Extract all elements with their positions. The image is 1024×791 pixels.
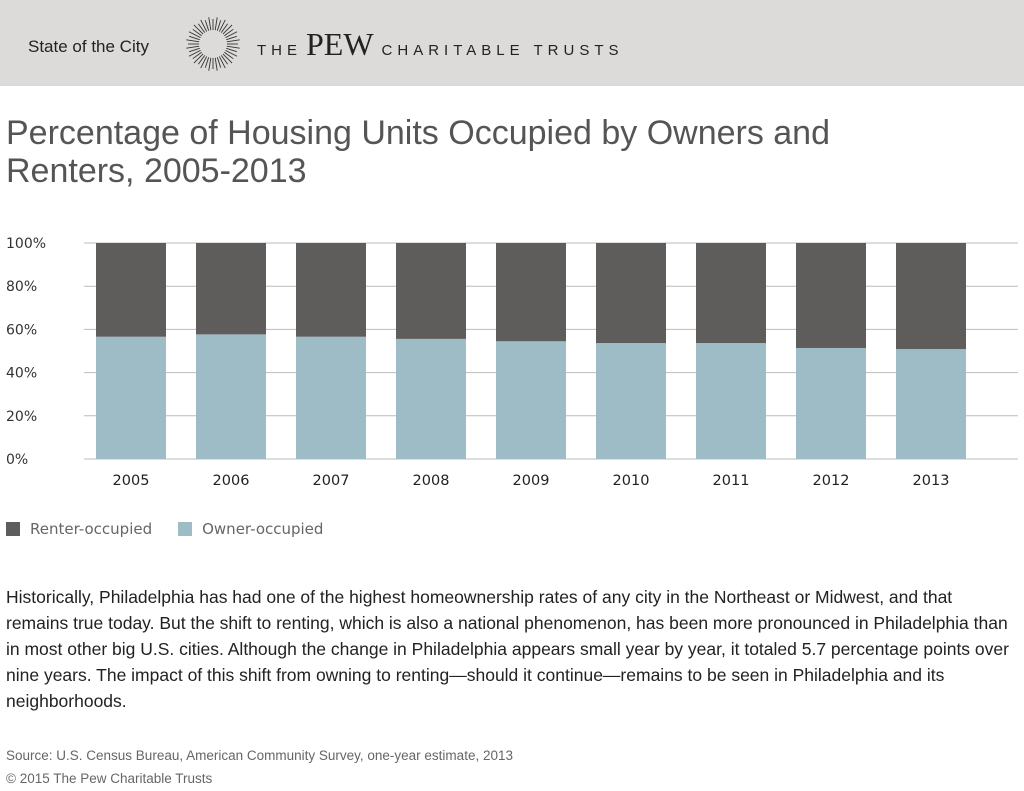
bar-owner-2005 xyxy=(96,336,166,459)
source-notes: Source: U.S. Census Bureau, American Com… xyxy=(6,744,513,790)
bar-renter-2012 xyxy=(796,243,866,348)
bar-owner-2009 xyxy=(496,341,566,459)
bar-renter-2011 xyxy=(696,243,766,344)
bar-renter-2007 xyxy=(296,243,366,337)
bar-owner-2013 xyxy=(896,349,966,459)
x-tick-label: 2006 xyxy=(213,473,250,489)
source-text: Source: U.S. Census Bureau, American Com… xyxy=(6,748,513,763)
pew-sun-logo-icon xyxy=(186,17,240,71)
bar-owner-2010 xyxy=(596,343,666,459)
bar-owner-2011 xyxy=(696,343,766,459)
description-paragraph: Historically, Philadelphia has had one o… xyxy=(6,587,1009,711)
chart-legend: Renter-occupied Owner-occupied xyxy=(6,520,349,538)
y-tick-label: 100% xyxy=(6,236,46,252)
bar-renter-2013 xyxy=(896,243,966,350)
bar-owner-2012 xyxy=(796,347,866,459)
section-label: State of the City xyxy=(28,37,149,56)
legend-label-owner: Owner-occupied xyxy=(202,520,324,538)
bar-renter-2008 xyxy=(396,243,466,339)
bar-renter-2005 xyxy=(96,243,166,337)
x-tick-label: 2007 xyxy=(313,473,350,489)
y-tick-label: 40% xyxy=(6,366,37,382)
y-tick-label: 80% xyxy=(6,279,37,295)
x-tick-label: 2008 xyxy=(413,473,450,489)
copyright-text: © 2015 The Pew Charitable Trusts xyxy=(6,771,213,786)
y-tick-label: 60% xyxy=(6,322,37,338)
legend-label-renter: Renter-occupied xyxy=(30,520,153,538)
x-tick-label: 2005 xyxy=(113,473,150,489)
chart-title: Percentage of Housing Units Occupied by … xyxy=(6,114,831,190)
y-tick-label: 0% xyxy=(6,452,28,468)
bar-owner-2006 xyxy=(196,334,266,459)
pew-logo-text: THE PEW CHARITABLE TRUSTS xyxy=(257,26,624,62)
x-tick-label: 2012 xyxy=(813,473,850,489)
stacked-bar-chart: 0% 20% 40% 60% 80% 100% 2005 2006 2007 2008 2009 20… xyxy=(6,236,1018,489)
y-tick-label: 20% xyxy=(6,409,37,425)
bar-renter-2009 xyxy=(496,243,566,342)
x-tick-label: 2011 xyxy=(713,473,750,489)
bar-owner-2008 xyxy=(396,338,466,459)
x-tick-label: 2013 xyxy=(913,473,950,489)
legend-swatch-owner xyxy=(178,522,193,536)
bar-owner-2007 xyxy=(296,336,366,459)
x-tick-label: 2010 xyxy=(613,473,650,489)
bar-renter-2006 xyxy=(196,243,266,335)
bar-renter-2010 xyxy=(596,243,666,344)
x-tick-label: 2009 xyxy=(513,473,550,489)
legend-swatch-renter xyxy=(6,522,20,536)
header-bar: State of the City THE PEW CHARITABLE TRUST… xyxy=(0,0,1024,86)
